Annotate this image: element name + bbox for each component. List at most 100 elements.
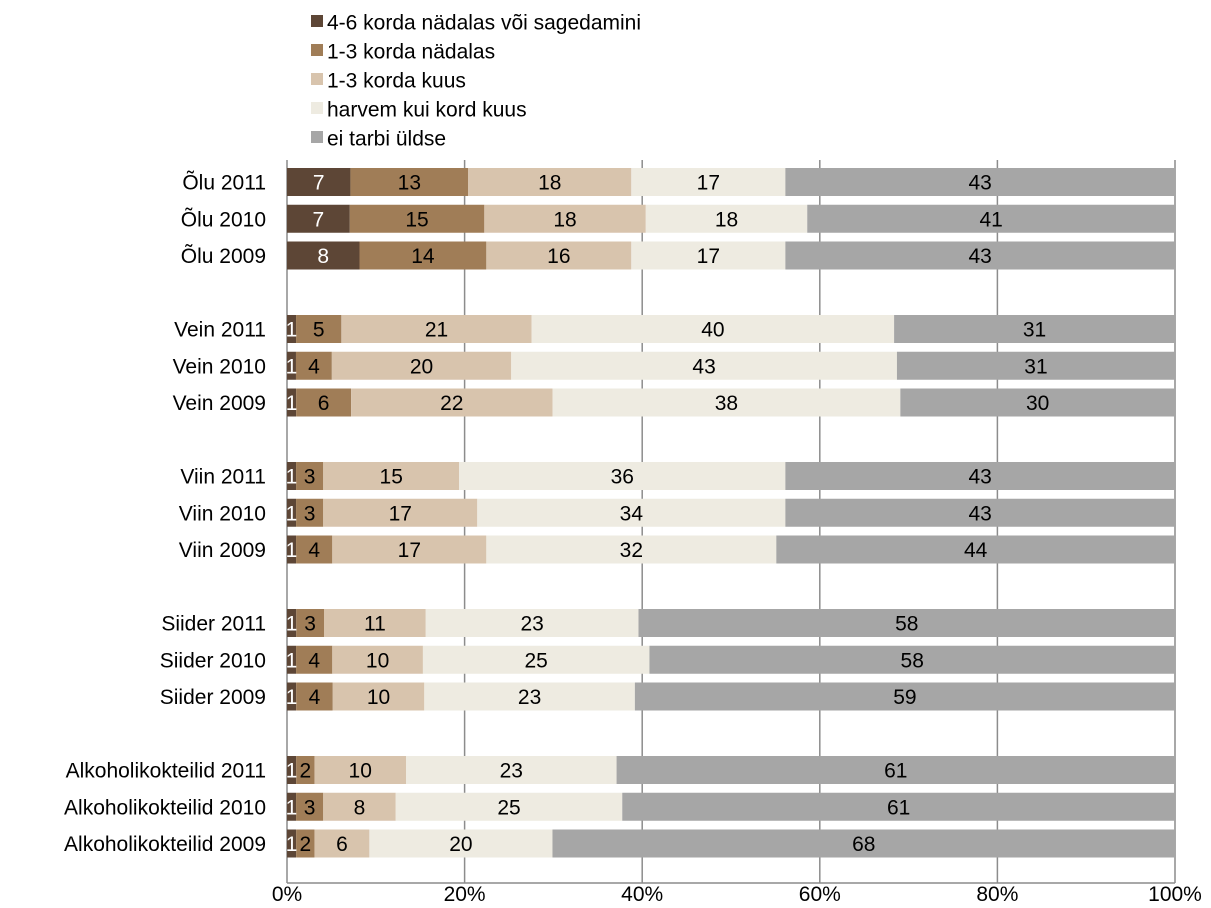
bar-segment (531, 315, 895, 343)
legend-item: 4-6 korda nädalas või sagedamini (311, 12, 641, 35)
data-label: 43 (969, 172, 992, 195)
data-label: 1 (286, 760, 298, 783)
bar-segment (785, 241, 1175, 270)
bar-row: 1 3 11 23 58 (286, 609, 1175, 637)
data-label: 14 (411, 245, 435, 268)
data-label: 17 (389, 502, 412, 525)
data-label: 2 (299, 760, 311, 783)
bar-segment (296, 829, 315, 858)
bar-segment (287, 315, 297, 343)
data-label: 44 (964, 539, 988, 562)
bar-segment (296, 645, 333, 674)
data-label: 10 (366, 649, 389, 672)
data-label: 10 (349, 760, 372, 783)
bar-segment (424, 682, 635, 711)
data-label: 15 (380, 466, 403, 489)
bar-segment (296, 756, 315, 784)
data-label: 10 (367, 686, 390, 709)
category-label: Viin 2010 (179, 502, 266, 525)
category-label: Viin 2011 (180, 466, 266, 489)
bar-segment (351, 388, 553, 417)
bars: 7 13 18 17 437 15 18 18 418 14 16 17 431 5 21 40 311 4 20 4… (286, 168, 1175, 858)
bar-segment (785, 498, 1175, 527)
bar-segment (425, 609, 639, 637)
bar-segment (332, 535, 487, 564)
bar-segment (314, 829, 370, 858)
bar-segment (296, 609, 324, 637)
data-label: 3 (304, 466, 316, 489)
data-label: 1 (286, 539, 298, 562)
legend-label: harvem kui kord kuus (327, 99, 527, 122)
data-label: 7 (313, 208, 325, 231)
data-label: 61 (887, 796, 910, 819)
bar-segment (634, 682, 1175, 711)
legend-swatch (311, 44, 323, 56)
legend-swatch (311, 102, 323, 114)
data-label: 61 (884, 760, 907, 783)
data-label: 4 (308, 539, 320, 562)
data-label: 7 (313, 172, 325, 195)
bar-segment (323, 498, 478, 527)
data-label: 58 (895, 613, 918, 636)
legend-label: ei tarbi üldse (327, 128, 446, 151)
category-label: Vein 2011 (174, 319, 266, 342)
legend-label: 4-6 korda nädalas või sagedamini (327, 12, 641, 35)
category-label: Õlu 2009 (181, 244, 266, 268)
bar-segment (287, 609, 297, 637)
data-label: 23 (520, 613, 543, 636)
bar-segment (287, 829, 297, 858)
category-label: Vein 2009 (173, 392, 266, 415)
bar-segment (631, 241, 786, 270)
bar-segment (296, 462, 324, 490)
data-label: 1 (286, 833, 298, 856)
bar-segment (468, 168, 632, 196)
x-tick-label: 60% (799, 883, 841, 906)
data-label: 8 (317, 245, 329, 268)
category-label: Vein 2010 (173, 355, 266, 378)
data-label: 21 (425, 319, 448, 342)
bar-segment (511, 351, 897, 380)
bar-segment (296, 388, 352, 417)
data-label: 3 (304, 502, 316, 525)
category-label: Alkoholikokteilid 2010 (64, 796, 266, 819)
data-label: 25 (497, 796, 520, 819)
bar-segment (649, 645, 1175, 674)
bar-segment (406, 756, 617, 784)
data-label: 1 (286, 466, 298, 489)
data-label: 2 (299, 833, 311, 856)
data-label: 1 (286, 392, 298, 415)
bar-segment (785, 462, 1175, 490)
bar-segment (296, 535, 333, 564)
bar-segment (314, 756, 407, 784)
legend-label: 1-3 korda nädalas (327, 41, 495, 64)
data-label: 1 (286, 796, 298, 819)
bar-row: 1 4 10 25 58 (286, 645, 1175, 674)
data-label: 59 (893, 686, 916, 709)
x-tick-label: 80% (976, 883, 1018, 906)
data-label: 4 (308, 649, 320, 672)
bar-segment (323, 462, 460, 490)
bar-row: 1 4 20 43 31 (286, 351, 1175, 380)
bar-segment (369, 829, 553, 858)
bar-segment (622, 792, 1175, 821)
bar-segment (894, 315, 1175, 343)
data-label: 31 (1023, 319, 1046, 342)
data-label: 1 (286, 319, 298, 342)
bar-segment (900, 388, 1175, 417)
bar-row: 1 4 10 23 59 (286, 682, 1175, 711)
bar-segment (323, 792, 396, 821)
bar-segment (477, 498, 786, 527)
data-label: 6 (318, 392, 330, 415)
data-label: 1 (286, 502, 298, 525)
data-label: 43 (969, 502, 992, 525)
bar-row: 1 6 22 38 30 (286, 388, 1175, 417)
data-label: 18 (538, 172, 561, 195)
legend-item: 1-3 korda kuus (311, 70, 466, 93)
bar-segment (287, 351, 296, 380)
data-label: 40 (701, 319, 724, 342)
legend: 4-6 korda nädalas või sagedamini 1-3 kord… (311, 12, 641, 151)
category-label: Õlu 2010 (181, 207, 266, 231)
bar-segment (287, 682, 297, 711)
bar-segment (287, 756, 297, 784)
